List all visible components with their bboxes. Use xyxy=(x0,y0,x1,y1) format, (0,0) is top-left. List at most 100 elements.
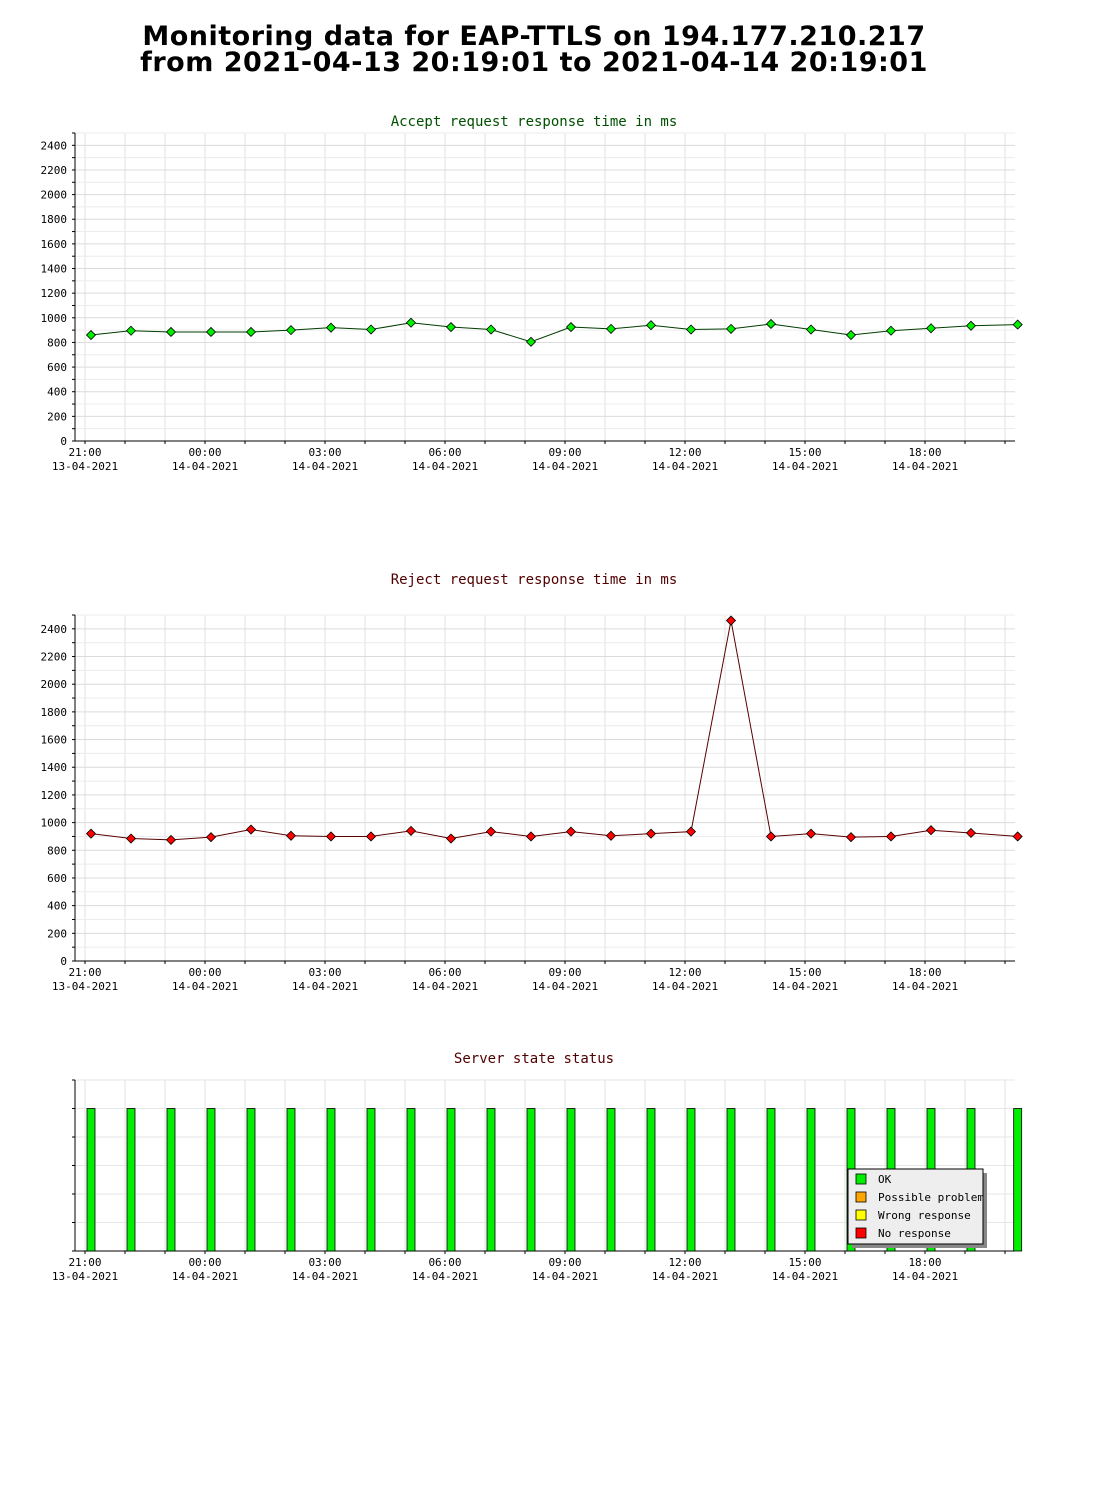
y-tick-label: 1200 xyxy=(41,789,68,802)
data-point xyxy=(565,321,577,333)
data-point xyxy=(605,323,617,334)
y-tick-label: 600 xyxy=(47,872,67,885)
data-point xyxy=(725,323,737,334)
data-point xyxy=(925,323,937,334)
x-tick-label-time: 18:00 xyxy=(908,1256,941,1269)
data-point xyxy=(365,831,377,842)
status-bar xyxy=(486,1108,496,1252)
data-point xyxy=(885,325,897,336)
status-bar xyxy=(86,1108,96,1252)
status-bar xyxy=(726,1108,736,1252)
y-tick-label: 1000 xyxy=(41,312,68,325)
data-point xyxy=(685,324,697,335)
y-tick-label: 400 xyxy=(47,900,67,913)
x-tick-label-time: 00:00 xyxy=(188,446,221,459)
data-point xyxy=(1012,319,1023,330)
data-point xyxy=(125,833,137,844)
status-bar xyxy=(646,1108,656,1252)
y-tick-label: 1400 xyxy=(41,263,68,276)
legend: OK Possible problem Wrong response No respo… xyxy=(847,1168,987,1248)
y-tick-label: 2400 xyxy=(41,623,68,636)
y-tick-label: 1600 xyxy=(41,238,68,251)
x-tick-label-date: 14-04-2021 xyxy=(172,460,238,473)
x-tick-label-time: 09:00 xyxy=(548,446,581,459)
data-point xyxy=(805,324,817,335)
data-point xyxy=(525,336,537,347)
data-point xyxy=(325,322,337,333)
y-tick-label: 1800 xyxy=(41,213,68,226)
data-point xyxy=(405,825,417,836)
x-tick-label-date: 14-04-2021 xyxy=(532,460,598,473)
data-point xyxy=(685,826,697,837)
data-point xyxy=(205,832,217,843)
status-bar xyxy=(566,1108,576,1252)
data-point xyxy=(325,831,337,842)
status-bar xyxy=(246,1108,256,1252)
data-point xyxy=(365,324,377,335)
x-tick-label-time: 00:00 xyxy=(188,966,221,979)
y-tick-label: 2000 xyxy=(41,189,68,202)
data-point xyxy=(485,826,497,837)
legend-swatch xyxy=(855,1191,867,1203)
x-tick-label-date: 14-04-2021 xyxy=(532,980,598,993)
data-point xyxy=(285,830,297,841)
x-tick-label-date: 14-04-2021 xyxy=(892,460,958,473)
y-tick-label: 1600 xyxy=(41,734,68,747)
legend-swatch xyxy=(855,1209,867,1221)
chart-3: Server state status21:0013-04-202100:001… xyxy=(52,1051,1023,1283)
x-tick-label-date: 14-04-2021 xyxy=(892,1270,958,1283)
legend-label: Possible problem xyxy=(878,1191,984,1204)
chart-title: Server state status xyxy=(454,1051,614,1067)
data-point xyxy=(245,326,257,338)
data-point xyxy=(485,324,497,335)
legend-swatch xyxy=(855,1227,867,1239)
page-title-line2: from 2021-04-13 20:19:01 to 2021-04-14 2… xyxy=(140,47,928,78)
x-tick-label-date: 14-04-2021 xyxy=(532,1270,598,1283)
data-point xyxy=(645,320,657,331)
x-tick-label-time: 21:00 xyxy=(68,966,101,979)
chart-title: Reject request response time in ms xyxy=(391,572,678,588)
legend-label: OK xyxy=(878,1173,892,1186)
x-tick-label-time: 21:00 xyxy=(68,446,101,459)
y-tick-label: 800 xyxy=(47,336,67,349)
data-point xyxy=(925,825,937,836)
x-tick-label-time: 06:00 xyxy=(428,1256,461,1269)
x-tick-label-date: 14-04-2021 xyxy=(652,460,718,473)
x-tick-label-date: 14-04-2021 xyxy=(412,460,478,473)
status-bar xyxy=(526,1108,536,1252)
data-point xyxy=(965,827,977,839)
status-bar xyxy=(286,1108,296,1252)
x-tick-label-date: 13-04-2021 xyxy=(52,1270,118,1283)
data-point xyxy=(245,824,257,835)
data-point xyxy=(85,828,97,839)
series-line xyxy=(90,322,1018,343)
x-tick-label-date: 13-04-2021 xyxy=(52,460,118,473)
status-bar xyxy=(166,1108,176,1252)
x-tick-label-date: 14-04-2021 xyxy=(172,980,238,993)
status-bar xyxy=(1013,1108,1023,1252)
legend-swatch xyxy=(855,1173,867,1185)
y-tick-label: 600 xyxy=(47,361,67,374)
data-point xyxy=(965,320,977,331)
y-tick-label: 2200 xyxy=(41,164,68,177)
data-point xyxy=(645,828,657,839)
data-point xyxy=(405,317,417,328)
y-tick-label: 200 xyxy=(47,927,67,940)
y-tick-label: 400 xyxy=(47,386,67,399)
legend-box xyxy=(847,1168,984,1245)
x-tick-label-time: 18:00 xyxy=(908,966,941,979)
data-point xyxy=(845,832,857,843)
x-tick-label-time: 15:00 xyxy=(788,1256,821,1269)
x-tick-label-time: 12:00 xyxy=(668,966,701,979)
status-bar xyxy=(326,1108,336,1252)
x-tick-label-date: 14-04-2021 xyxy=(172,1270,238,1283)
data-point xyxy=(445,833,457,844)
status-bar xyxy=(606,1108,616,1252)
status-bar xyxy=(446,1108,456,1252)
data-point xyxy=(845,329,857,341)
y-tick-label: 1400 xyxy=(41,761,68,774)
data-point xyxy=(125,325,137,336)
x-tick-label-time: 00:00 xyxy=(188,1256,221,1269)
x-tick-label-time: 15:00 xyxy=(788,966,821,979)
x-tick-label-time: 03:00 xyxy=(308,966,341,979)
